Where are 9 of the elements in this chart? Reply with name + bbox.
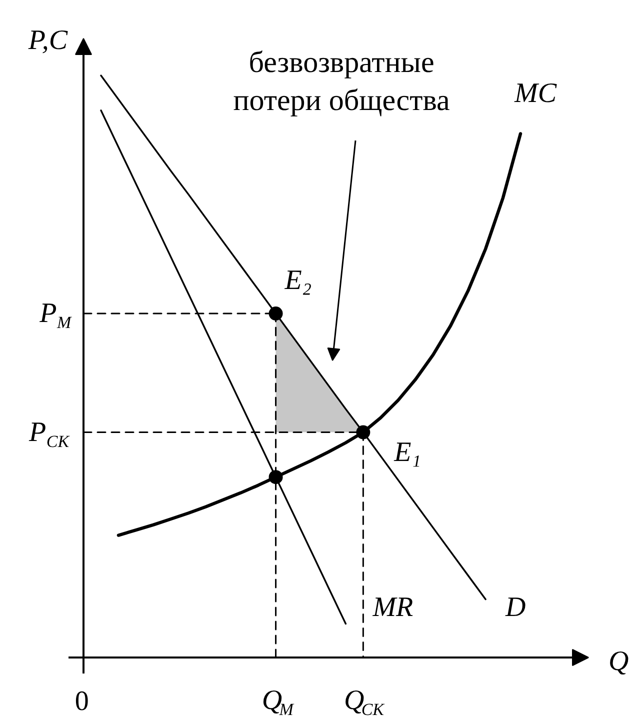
annotation: безвозвратные потери общества (233, 46, 450, 117)
annotation: E₁ (393, 436, 422, 468)
series-label: D (504, 592, 526, 623)
annotation: E₂ (284, 265, 312, 296)
series-label: MC (514, 78, 557, 110)
y-axis-title: P,C (27, 25, 68, 56)
x-axis-title: Q (608, 646, 629, 677)
series-label: MR (372, 592, 414, 624)
x-tick-label: 0 (74, 686, 89, 717)
